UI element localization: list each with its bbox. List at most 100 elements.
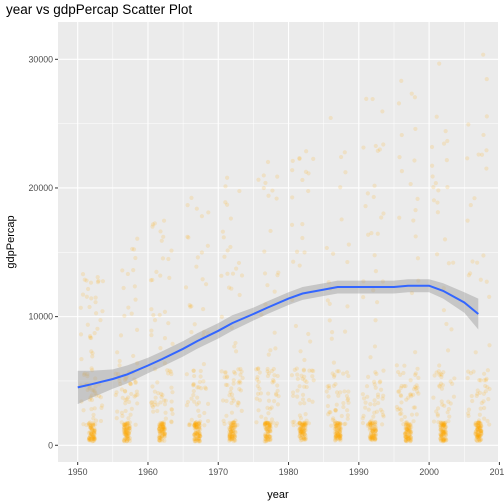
- data-point: [263, 420, 268, 426]
- data-point: [303, 425, 308, 430]
- data-point: [270, 188, 275, 193]
- data-point: [122, 437, 127, 443]
- data-point: [197, 427, 203, 432]
- data-point: [271, 379, 277, 384]
- data-point: [123, 430, 128, 435]
- data-point: [467, 271, 473, 276]
- data-point: [91, 420, 96, 426]
- data-point: [191, 368, 196, 373]
- data-point: [415, 196, 420, 202]
- data-point: [121, 285, 126, 291]
- data-point: [202, 410, 207, 416]
- data-point: [263, 180, 268, 186]
- data-point: [256, 177, 261, 182]
- data-point: [302, 432, 307, 437]
- data-point: [86, 437, 91, 443]
- data-point: [95, 326, 100, 331]
- data-point: [336, 432, 341, 437]
- data-point: [301, 424, 306, 429]
- data-point: [414, 412, 419, 417]
- data-point: [300, 426, 305, 431]
- data-point: [268, 436, 273, 442]
- data-point: [197, 434, 203, 439]
- data-point: [373, 385, 378, 390]
- data-point: [331, 383, 337, 388]
- data-point: [189, 195, 194, 201]
- data-point: [477, 421, 482, 426]
- data-point: [403, 438, 408, 443]
- data-point: [337, 422, 342, 427]
- data-point: [369, 432, 374, 438]
- data-point: [434, 114, 439, 119]
- data-point: [476, 152, 481, 157]
- data-point: [265, 432, 270, 437]
- data-point: [373, 422, 378, 427]
- data-point: [475, 420, 480, 425]
- data-point: [398, 392, 403, 398]
- data-point: [475, 427, 480, 433]
- data-point: [122, 431, 127, 436]
- data-point: [264, 438, 269, 443]
- data-point: [363, 400, 368, 405]
- data-point: [156, 422, 162, 427]
- data-point: [123, 432, 128, 437]
- data-point: [367, 435, 373, 441]
- data-point: [156, 435, 162, 441]
- data-point: [133, 422, 138, 427]
- data-point: [373, 424, 378, 429]
- data-point: [123, 376, 129, 381]
- data-point: [335, 421, 341, 426]
- data-point: [438, 381, 444, 386]
- data-point: [436, 188, 441, 193]
- data-point: [438, 432, 444, 437]
- data-point: [229, 422, 234, 428]
- data-point: [90, 351, 95, 356]
- data-point: [332, 426, 337, 431]
- data-point: [224, 398, 229, 404]
- data-point: [88, 433, 93, 439]
- data-point: [477, 420, 482, 425]
- data-point: [409, 425, 414, 430]
- data-point: [336, 425, 342, 430]
- data-point: [226, 285, 232, 290]
- data-point: [475, 425, 480, 430]
- data-point: [193, 425, 199, 431]
- data-point: [149, 333, 154, 338]
- data-point: [373, 143, 378, 149]
- data-point: [197, 431, 202, 436]
- data-point: [126, 431, 132, 436]
- data-point: [197, 425, 202, 430]
- data-point: [438, 436, 443, 441]
- data-point: [380, 409, 385, 414]
- data-point: [406, 433, 411, 438]
- data-point: [192, 432, 198, 437]
- data-point: [266, 352, 271, 357]
- data-point: [222, 375, 227, 380]
- data-point: [235, 422, 240, 428]
- data-point: [265, 373, 271, 379]
- data-point: [371, 194, 376, 200]
- data-point: [155, 408, 160, 414]
- data-point: [232, 428, 237, 434]
- data-point: [89, 432, 94, 437]
- data-point: [311, 378, 316, 383]
- data-point: [345, 259, 350, 265]
- data-point: [160, 432, 165, 437]
- data-point: [266, 422, 271, 427]
- data-point: [259, 312, 264, 317]
- data-point: [302, 374, 307, 379]
- data-point: [236, 380, 241, 385]
- data-point: [89, 397, 95, 403]
- data-point: [89, 349, 94, 354]
- data-point: [367, 420, 373, 425]
- data-point: [93, 418, 99, 423]
- data-point: [125, 423, 130, 428]
- data-point: [272, 289, 277, 294]
- data-point: [484, 279, 489, 284]
- data-point: [192, 322, 197, 327]
- data-point: [90, 422, 95, 427]
- data-point: [197, 430, 202, 435]
- data-point: [152, 389, 158, 394]
- data-point: [297, 384, 302, 389]
- data-point: [372, 410, 377, 415]
